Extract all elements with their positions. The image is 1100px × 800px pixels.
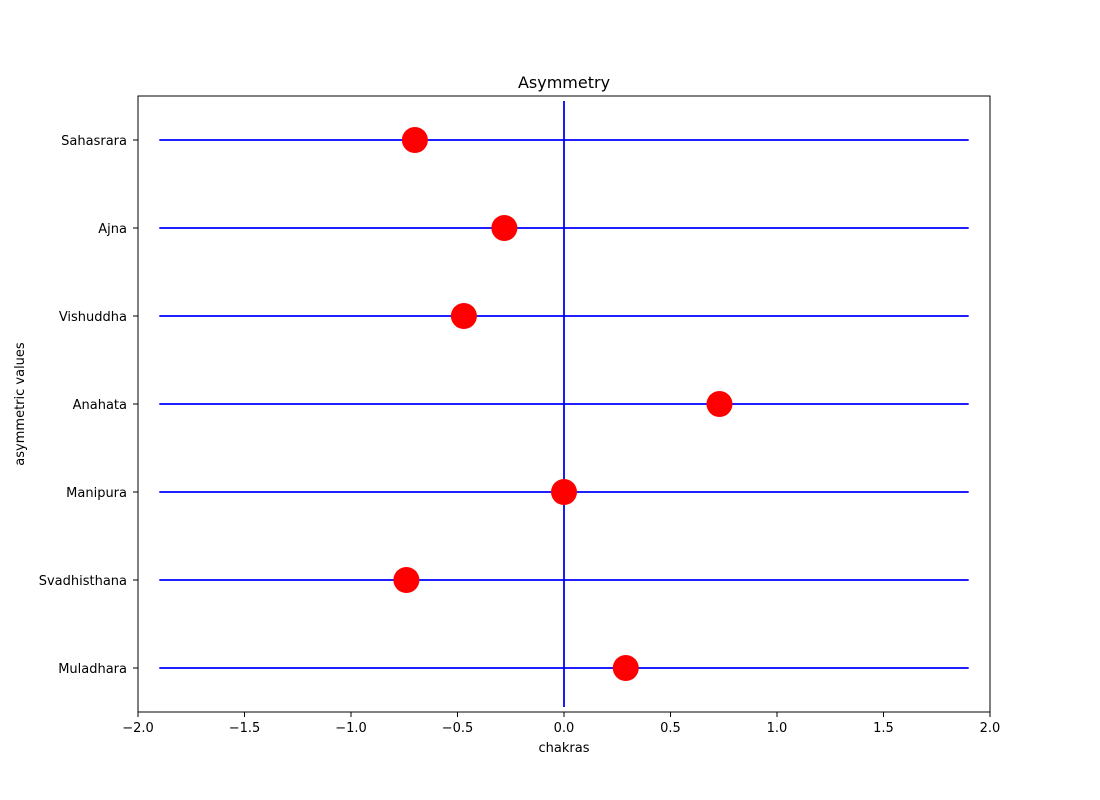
y-tick-label: Ajna bbox=[98, 222, 127, 237]
point-vishuddha bbox=[450, 303, 477, 329]
x-tick-label: 0.5 bbox=[660, 721, 681, 736]
x-tick-label: 2.0 bbox=[980, 721, 1001, 736]
y-tick-label: Svadhisthana bbox=[39, 574, 127, 589]
y-tick-label: Vishuddha bbox=[59, 310, 127, 325]
marker-layer bbox=[393, 127, 733, 681]
point-ajna bbox=[491, 215, 518, 241]
y-tick-label: Sahasrara bbox=[61, 134, 127, 149]
x-axis: −2.0 −1.5 −1.0 −0.5 0.0 0.5 1.0 1.5 2.0 bbox=[122, 712, 1000, 736]
y-tick-label: Anahata bbox=[73, 398, 127, 413]
chart-title: Asymmetry bbox=[518, 73, 610, 92]
x-tick-label: 1.0 bbox=[767, 721, 788, 736]
y-axis: Muladhara Svadhisthana Manipura Anahata Vish… bbox=[39, 134, 138, 677]
x-tick-label: −1.5 bbox=[229, 721, 261, 736]
x-tick-label: −2.0 bbox=[122, 721, 154, 736]
point-manipura bbox=[551, 479, 577, 505]
y-tick-label: Manipura bbox=[66, 486, 127, 501]
point-anahata bbox=[706, 391, 733, 417]
x-tick-label: 1.5 bbox=[873, 721, 894, 736]
x-tick-label: 0.0 bbox=[554, 721, 575, 736]
x-axis-label: chakras bbox=[539, 741, 590, 756]
y-axis-label: asymmetric values bbox=[13, 342, 28, 466]
point-sahasrara bbox=[401, 127, 428, 153]
x-tick-label: −0.5 bbox=[442, 721, 474, 736]
x-tick-label: −1.0 bbox=[335, 721, 367, 736]
y-tick-label: Muladhara bbox=[58, 662, 127, 677]
point-svadhisthana bbox=[393, 567, 420, 593]
point-muladhara bbox=[612, 655, 639, 681]
hline-layer bbox=[159, 139, 969, 669]
